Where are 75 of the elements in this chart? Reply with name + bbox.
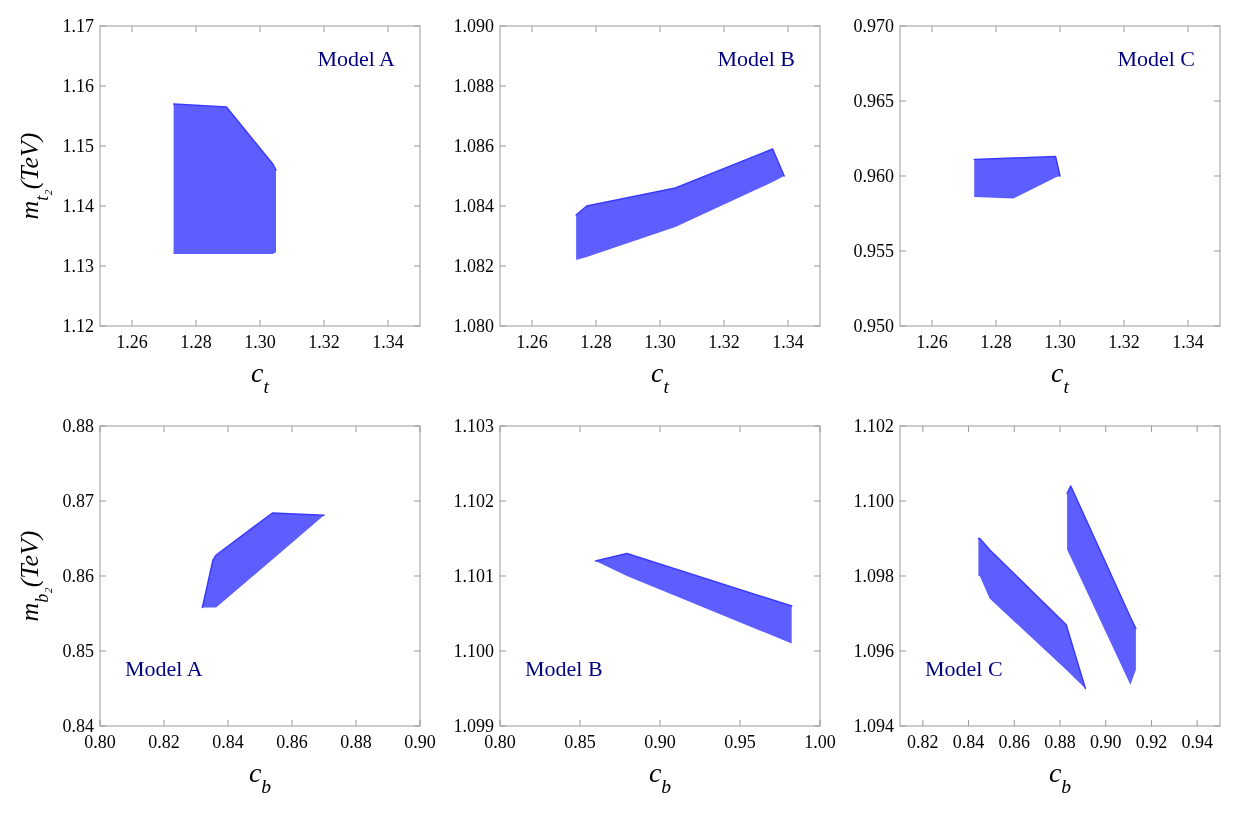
x-axis-title: c$_{b}$ — [1048, 757, 1072, 797]
x-axis-title: c$_{t}$ — [251, 357, 270, 397]
x-tick-label: 0.94 — [1181, 732, 1213, 752]
x-tick-label: 0.80 — [484, 732, 516, 752]
x-tick-label: 0.92 — [1135, 732, 1168, 752]
y-tick-label: 0.88 — [62, 416, 94, 437]
x-tick-label: 0.88 — [1044, 732, 1076, 752]
x-tick-label: 1.34 — [1172, 332, 1204, 352]
y-tick-label: 1.12 — [62, 316, 94, 337]
y-tick-label: 1.080 — [453, 316, 494, 337]
y-tick-label: 1.090 — [453, 16, 494, 37]
y-tick-label: 1.13 — [62, 256, 94, 277]
x-tick-label: 1.34 — [372, 332, 404, 352]
y-tick-label: 1.102 — [453, 491, 494, 512]
x-tick-label: 1.26 — [916, 332, 948, 352]
x-tick-label: 0.86 — [998, 732, 1031, 752]
x-tick-label: 0.90 — [644, 732, 676, 752]
annotation: Model C — [1117, 46, 1195, 71]
y-tick-label: 0.86 — [62, 566, 94, 587]
x-tick-label: 1.30 — [1044, 332, 1076, 352]
x-tick-label: 0.82 — [907, 732, 939, 752]
x-tick-label: 1.30 — [644, 332, 676, 352]
x-tick-label: 0.82 — [148, 732, 180, 752]
y-tick-label: 1.100 — [853, 491, 894, 512]
x-tick-label: 1.32 — [1108, 332, 1140, 352]
y-tick-label: 1.098 — [853, 566, 894, 587]
y-tick-label: 1.101 — [453, 566, 494, 587]
y-tick-label: 1.17 — [62, 16, 94, 37]
y-tick-label: 1.094 — [853, 716, 894, 737]
y-tick-label: 0.87 — [62, 491, 94, 512]
x-tick-label: 0.86 — [276, 732, 308, 752]
y-tick-label: 1.100 — [453, 641, 494, 662]
x-tick-label: 0.88 — [340, 732, 372, 752]
y-tick-label: 1.103 — [453, 416, 494, 437]
x-axis-title: c$_{b}$ — [648, 757, 672, 797]
x-tick-label: 1.28 — [980, 332, 1012, 352]
x-tick-label: 1.30 — [244, 332, 276, 352]
annotation: Model B — [525, 656, 603, 681]
x-tick-label: 0.84 — [952, 732, 985, 752]
y-tick-label: 1.096 — [853, 641, 894, 662]
x-tick-label: 1.32 — [708, 332, 740, 352]
y-tick-label: 1.16 — [62, 76, 94, 97]
x-tick-label: 0.90 — [1089, 732, 1122, 752]
x-tick-label: 1.32 — [308, 332, 340, 352]
x-tick-label: 0.90 — [404, 732, 436, 752]
y-tick-label: 0.970 — [853, 16, 894, 37]
x-tick-label: 1.28 — [580, 332, 612, 352]
y-tick-label: 1.082 — [453, 256, 494, 277]
x-tick-label: 0.80 — [84, 732, 116, 752]
x-tick-label: 0.85 — [564, 732, 596, 752]
x-tick-label: 1.28 — [180, 332, 212, 352]
x-tick-label: 1.34 — [772, 332, 804, 352]
x-tick-label: 1.00 — [804, 732, 836, 752]
y-tick-label: 0.955 — [853, 241, 894, 262]
y-tick-label: 1.102 — [853, 416, 894, 437]
x-tick-label: 0.84 — [212, 732, 244, 752]
x-tick-label: 1.26 — [116, 332, 148, 352]
annotation: Model A — [125, 656, 203, 681]
annotation: Model B — [717, 46, 795, 71]
y-tick-label: 0.960 — [853, 166, 894, 187]
x-axis-title: c$_{t}$ — [1051, 357, 1070, 397]
y-tick-label: 1.084 — [453, 196, 494, 217]
x-tick-label: 1.26 — [516, 332, 548, 352]
y-tick-label: 0.950 — [853, 316, 894, 337]
x-axis-title: c$_{b}$ — [248, 757, 272, 797]
annotation: Model A — [317, 46, 396, 71]
annotation: Model C — [925, 656, 1003, 681]
y-tick-label: 0.85 — [62, 641, 94, 662]
y-tick-label: 0.965 — [853, 91, 894, 112]
y-tick-label: 1.086 — [453, 136, 494, 157]
y-tick-label: 1.15 — [62, 136, 94, 157]
y-tick-label: 1.14 — [62, 196, 94, 217]
x-tick-label: 0.95 — [724, 732, 756, 752]
x-axis-title: c$_{t}$ — [651, 357, 670, 397]
y-tick-label: 1.088 — [453, 76, 494, 97]
